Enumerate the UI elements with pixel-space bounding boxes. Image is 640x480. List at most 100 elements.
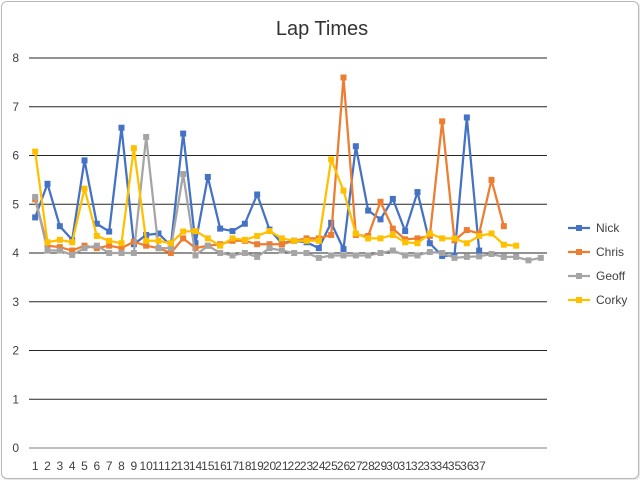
- data-point-nick: [377, 216, 384, 223]
- data-point-chris: [278, 241, 285, 248]
- data-point-corky: [513, 242, 520, 249]
- data-point-geoff: [143, 133, 150, 140]
- data-point-geoff: [167, 245, 174, 252]
- data-point-geoff: [328, 252, 335, 259]
- data-point-geoff: [513, 253, 520, 260]
- data-point-corky: [143, 237, 150, 244]
- data-point-nick: [217, 225, 224, 232]
- data-point-corky: [229, 235, 236, 242]
- data-point-chris: [130, 238, 137, 245]
- data-point-corky: [340, 187, 347, 194]
- data-point-geoff: [44, 247, 51, 254]
- data-point-chris: [488, 176, 495, 183]
- x-tick-label: 9: [130, 459, 137, 473]
- data-point-corky: [463, 240, 470, 247]
- data-point-corky: [118, 240, 125, 247]
- data-point-chris: [328, 231, 335, 238]
- data-point-geoff: [229, 252, 236, 259]
- x-tick-label: 17: [226, 459, 240, 473]
- x-tick-label: 37: [472, 459, 486, 473]
- data-point-nick: [315, 245, 322, 252]
- data-point-chris: [56, 244, 63, 251]
- y-tick-label: 8: [12, 51, 19, 65]
- y-tick-label: 7: [12, 100, 19, 114]
- data-point-corky: [167, 240, 174, 247]
- x-tick-label: 12: [164, 459, 178, 473]
- data-point-chris: [377, 198, 384, 205]
- data-point-nick: [402, 228, 409, 235]
- data-point-geoff: [525, 257, 532, 264]
- x-tick-label: 5: [81, 459, 88, 473]
- x-tick-label: 11: [152, 459, 165, 473]
- data-point-corky: [328, 156, 335, 163]
- data-point-geoff: [451, 254, 458, 261]
- legend-item-corky: Corky: [568, 293, 627, 307]
- legend-swatch-marker: [576, 249, 582, 255]
- data-point-nick: [118, 124, 125, 131]
- chart-title: Lap Times: [276, 18, 368, 40]
- data-point-geoff: [278, 247, 285, 254]
- x-tick-label: 4: [69, 459, 76, 473]
- data-point-corky: [217, 242, 224, 249]
- data-point-geoff: [426, 249, 433, 256]
- data-point-geoff: [81, 245, 88, 252]
- data-point-geoff: [192, 252, 199, 259]
- data-point-corky: [93, 232, 100, 239]
- data-point-geoff: [69, 251, 76, 258]
- data-point-chris: [266, 241, 273, 248]
- data-point-nick: [106, 228, 113, 235]
- legend-item-geoff: Geoff: [568, 269, 626, 283]
- x-tick-label: 13: [176, 459, 190, 473]
- data-point-geoff: [266, 245, 273, 252]
- data-point-nick: [93, 220, 100, 227]
- data-point-corky: [414, 240, 421, 247]
- x-tick-label: 18: [238, 459, 252, 473]
- y-tick-label: 2: [12, 344, 19, 358]
- data-point-geoff: [155, 245, 162, 252]
- data-point-corky: [278, 235, 285, 242]
- data-point-nick: [365, 207, 372, 214]
- data-point-corky: [389, 231, 396, 238]
- legend-label: Chris: [596, 245, 624, 259]
- legend-label: Nick: [596, 221, 620, 235]
- x-tick-label: 30: [386, 459, 400, 473]
- legend-swatch-marker: [576, 273, 582, 279]
- data-point-corky: [192, 228, 199, 235]
- data-point-geoff: [402, 252, 409, 259]
- data-point-corky: [155, 237, 162, 244]
- data-point-chris: [500, 223, 507, 230]
- data-point-geoff: [93, 242, 100, 249]
- data-point-geoff: [130, 250, 137, 256]
- data-point-corky: [56, 236, 63, 243]
- data-point-chris: [340, 74, 347, 81]
- data-point-geoff: [365, 252, 372, 259]
- data-point-nick: [463, 114, 470, 121]
- data-point-chris: [167, 250, 174, 256]
- data-point-corky: [44, 239, 51, 246]
- data-point-corky: [291, 237, 298, 244]
- data-point-chris: [143, 242, 150, 249]
- x-tick-label: 15: [201, 459, 215, 473]
- x-tick-label: 23: [300, 459, 314, 473]
- data-point-corky: [303, 237, 310, 244]
- data-point-geoff: [537, 254, 544, 261]
- data-point-corky: [241, 236, 248, 243]
- x-tick-label: 19: [250, 459, 264, 473]
- x-tick-label: 3: [56, 459, 63, 473]
- x-tick-label: 20: [263, 459, 277, 473]
- data-point-corky: [352, 230, 359, 237]
- data-point-geoff: [340, 252, 347, 259]
- y-tick-label: 0: [12, 441, 19, 455]
- data-point-corky: [69, 239, 76, 246]
- data-point-corky: [254, 232, 261, 239]
- data-point-corky: [451, 235, 458, 242]
- data-point-nick: [340, 246, 347, 253]
- data-point-corky: [488, 230, 495, 237]
- data-point-nick: [476, 247, 483, 254]
- x-tick-label: 14: [189, 459, 203, 473]
- legend-label: Geoff: [596, 269, 626, 283]
- legend-item-nick: Nick: [568, 221, 620, 235]
- series-corky: [32, 145, 520, 249]
- data-point-geoff: [118, 250, 125, 256]
